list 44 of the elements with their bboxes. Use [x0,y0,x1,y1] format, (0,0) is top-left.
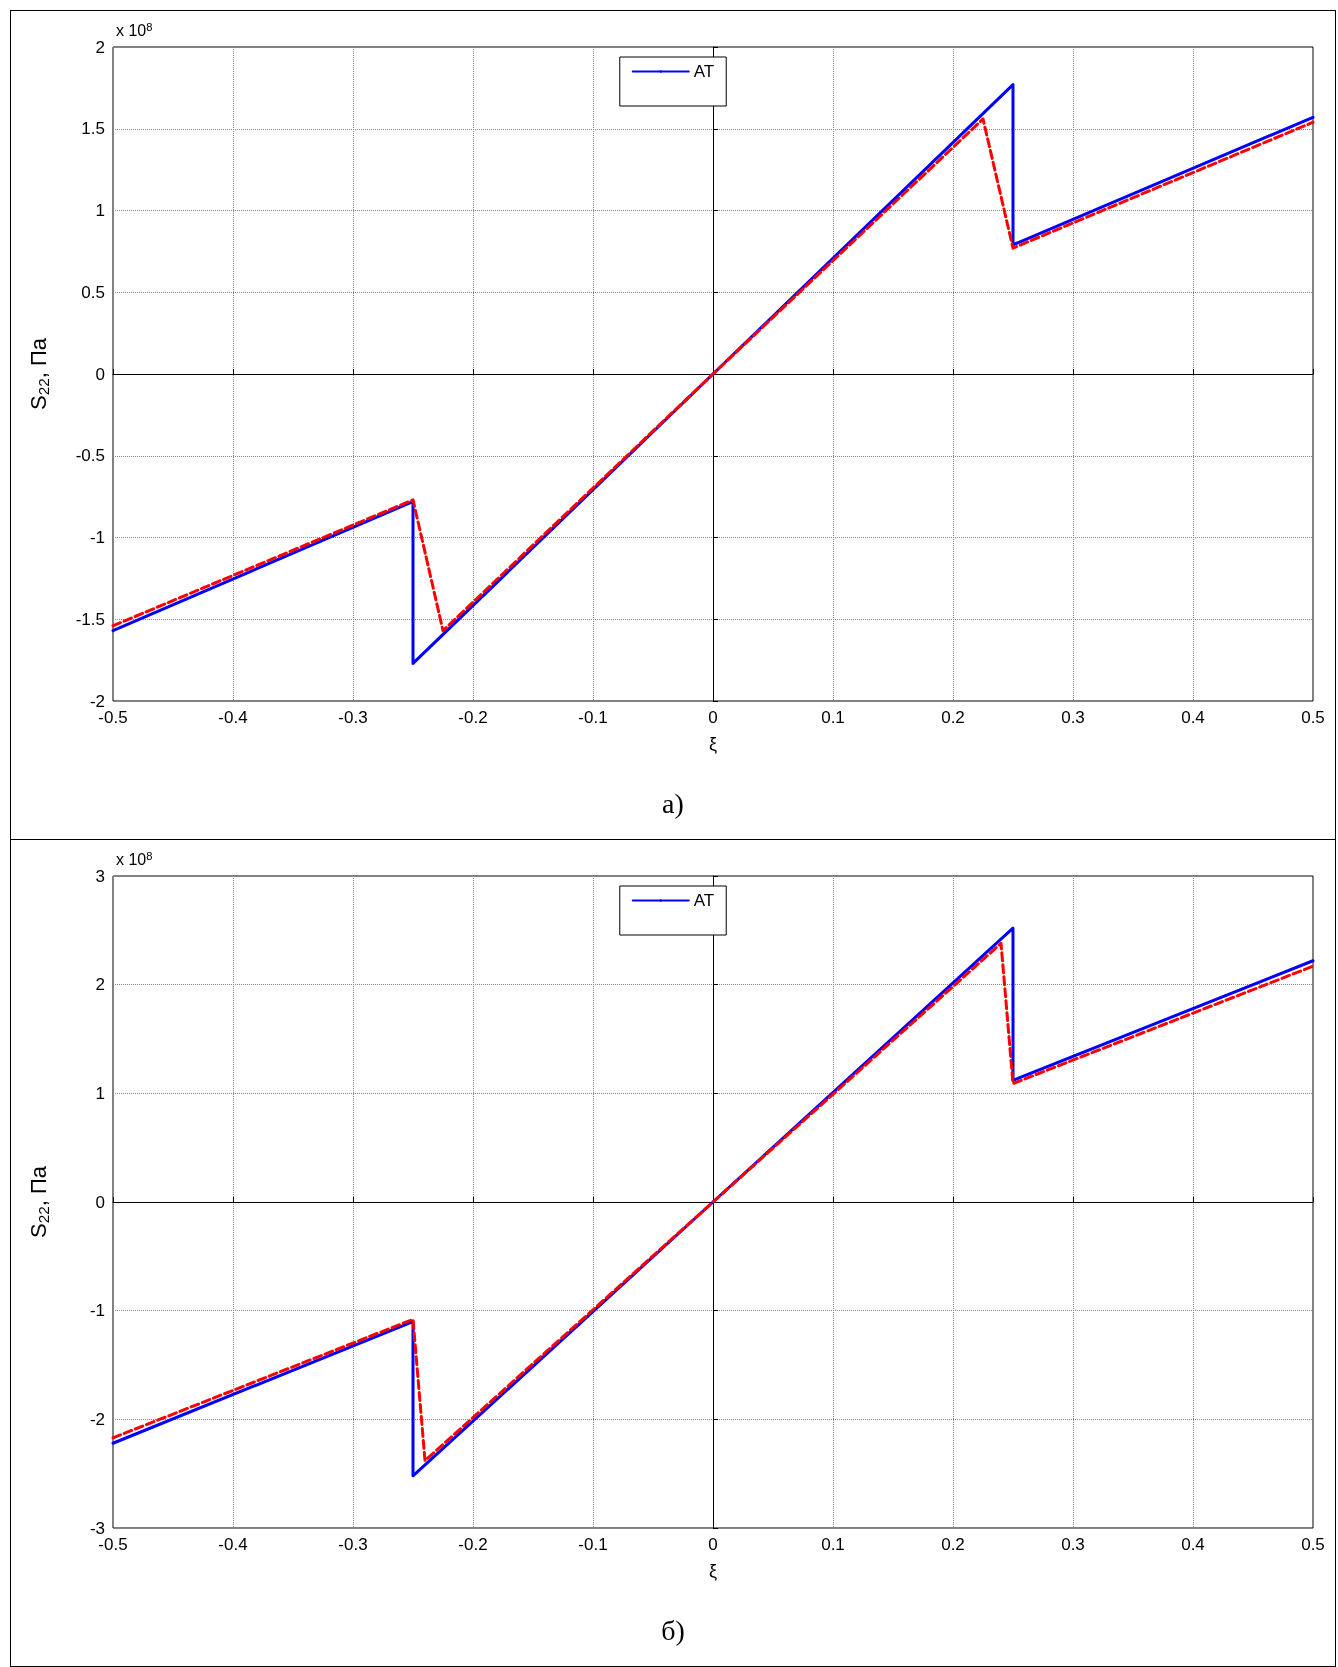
y-tick-label: 0 [95,1192,105,1212]
y-tick-label: -3 [89,1518,105,1538]
x-tick-label: 0 [708,1535,718,1554]
y-tick-label: 0.5 [81,282,105,302]
y-tick-label: 1 [95,1083,105,1103]
x-tick-label: 0.5 [1301,708,1325,727]
x-tick-label: 0.5 [1301,1535,1325,1554]
y-axis-title: S22, Па [25,1165,52,1239]
x-tick-label: -0.3 [338,1535,368,1554]
legend-label: AT [693,62,715,81]
y-tick-label: -1.5 [75,609,105,629]
x-tick-label: -0.2 [458,708,488,727]
x-tick-label: 0.2 [941,1535,965,1554]
y-axis-title: S22, Па [25,337,52,411]
x-tick-label: 0.2 [941,708,965,727]
x-tick-label: 0.1 [821,708,845,727]
y-tick-label: 1.5 [81,119,105,139]
y-tick-label: -1 [89,1301,105,1321]
y-tick-label: 3 [95,866,105,886]
text: б) [661,1614,685,1646]
x-tick-label: 0.1 [821,1535,845,1554]
x-tick-label: 0.3 [1061,1535,1085,1554]
x-axis-title: ξ [708,734,718,754]
x-tick-label: -0.1 [578,708,608,727]
x-tick-label: -0.4 [218,1535,248,1554]
y-tick-label: -0.5 [75,446,105,466]
y-tick-label: 2 [95,975,105,995]
x-tick-label: -0.4 [218,708,248,727]
x-tick-label: 0.3 [1061,708,1085,727]
x-tick-label: -0.3 [338,708,368,727]
y-tick-label: -2 [89,1409,105,1429]
x-tick-label: 0.4 [1181,1535,1205,1554]
y-tick-label: -2 [89,691,105,711]
text: а) [662,787,684,819]
y-tick-label: 1 [95,201,105,220]
x-tick-label: 0.4 [1181,708,1205,727]
y-tick-label: -1 [89,528,105,547]
y-tick-label: 0 [95,364,105,384]
x-tick-label: -0.1 [578,1535,608,1554]
x-axis-title: ξ [708,1561,718,1581]
y-tick-label: 2 [95,37,105,57]
x-tick-label: -0.2 [458,1535,488,1554]
x-tick-label: 0 [708,708,718,727]
legend-label: AT [693,891,715,910]
